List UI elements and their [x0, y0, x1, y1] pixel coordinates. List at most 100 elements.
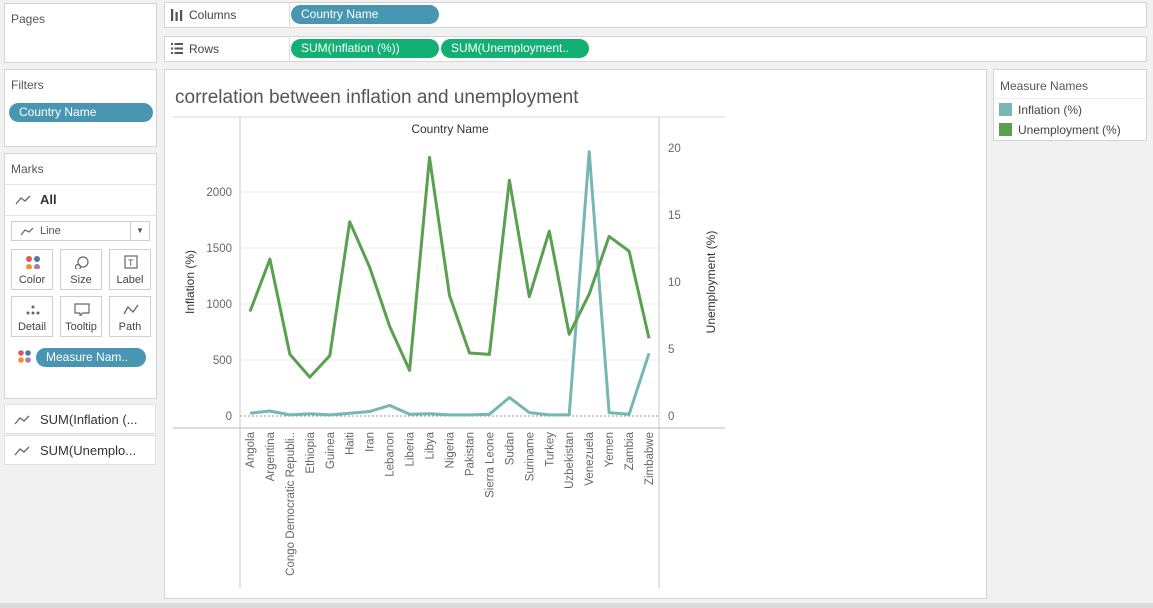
x-category-label: Ethiopia [305, 431, 317, 473]
mark-type-dropdown[interactable]: Line ▼ [11, 221, 150, 241]
filters-shelf-title: Filters [11, 78, 44, 92]
x-category-label: Turkey [544, 432, 556, 467]
chevron-down-icon: ▼ [130, 222, 149, 240]
marks-card-title: Marks [11, 162, 44, 176]
measure-unemployment-label: SUM(Unemplo... [40, 443, 137, 458]
size-button-label: Size [70, 274, 92, 286]
pages-shelf-title: Pages [11, 12, 46, 26]
detail-icon [26, 305, 40, 315]
label-button[interactable]: T Label [109, 249, 151, 290]
y-left-tick-label: 500 [213, 355, 232, 367]
x-category-label: Pakistan [464, 432, 476, 476]
columns-shelf-label: Columns [189, 8, 237, 22]
y-right-tick-label: 10 [668, 277, 681, 289]
x-category-label: Sudan [504, 432, 516, 465]
chart-view[interactable]: correlation between inflation and unempl… [164, 69, 987, 599]
line-mark-icon [20, 227, 34, 236]
rows-icon [171, 43, 183, 54]
detail-button[interactable]: Detail [11, 296, 53, 337]
rows-shelf[interactable]: Rows SUM(Inflation (%)) SUM(Unemployment… [164, 36, 1147, 62]
series-line-inflation[interactable] [249, 150, 651, 417]
filters-shelf[interactable]: Filters Country Name [4, 69, 157, 147]
x-category-label: Guinea [325, 431, 337, 469]
legend-title: Measure Names [1000, 79, 1089, 93]
y-axis-right-label: Unemployment (%) [704, 231, 718, 334]
legend-swatch-unemployment [999, 123, 1012, 136]
x-category-label: Lebanon [385, 432, 397, 477]
legend-swatch-inflation [999, 103, 1012, 116]
chart-svg[interactable]: correlation between inflation and unempl… [165, 70, 986, 598]
columns-pill-country-name[interactable]: Country Name [291, 5, 439, 24]
marks-all-row[interactable]: All [5, 184, 156, 216]
tooltip-button[interactable]: Tooltip [60, 296, 102, 337]
rows-shelf-label: Rows [189, 42, 220, 56]
size-icon [74, 256, 89, 269]
line-mark-icon [14, 415, 30, 425]
line-mark-icon [15, 195, 31, 205]
path-icon [123, 304, 139, 315]
y-left-tick-label: 0 [226, 411, 232, 423]
measure-unemployment-row[interactable]: SUM(Unemplo... [4, 435, 156, 465]
sheet-tabs-bar[interactable] [0, 603, 1153, 608]
path-button-label: Path [118, 321, 142, 333]
x-category-label: Venezuela [584, 431, 596, 485]
x-category-label: Libya [425, 431, 437, 459]
color-pill-measure-names[interactable]: Measure Nam.. [36, 348, 146, 367]
color-icon [26, 256, 40, 269]
shelf-divider [289, 37, 290, 61]
color-icon [18, 350, 31, 363]
x-category-label: Yemen [604, 432, 616, 467]
x-category-label: Iran [365, 432, 377, 452]
marks-card: Marks All Line ▼ Color Size T Label [4, 153, 157, 399]
shelf-divider [289, 3, 290, 27]
x-category-label: Uzbekistan [564, 432, 576, 489]
svg-text:T: T [128, 258, 134, 268]
x-category-label: Congo Democratic Republi.. [285, 432, 297, 576]
size-button[interactable]: Size [60, 249, 102, 290]
y-right-tick-label: 15 [668, 210, 681, 222]
detail-button-label: Detail [17, 321, 47, 333]
y-right-tick-label: 0 [668, 411, 674, 423]
y-left-tick-label: 2000 [206, 187, 232, 199]
tooltip-icon [74, 303, 90, 316]
filter-pill-country-name[interactable]: Country Name [9, 103, 153, 122]
rows-pill-inflation[interactable]: SUM(Inflation (%)) [291, 39, 439, 58]
line-mark-icon [14, 446, 30, 456]
x-category-label: Angola [245, 431, 257, 467]
x-axis-header: Country Name [411, 122, 489, 136]
y-right-tick-label: 5 [668, 344, 674, 356]
rows-pill-unemployment[interactable]: SUM(Unemployment.. [441, 39, 589, 58]
legend-label-unemployment: Unemployment (%) [1018, 123, 1121, 137]
mark-type-label: Line [40, 225, 61, 237]
columns-icon [171, 9, 183, 21]
color-button-label: Color [18, 274, 46, 286]
label-button-label: Label [116, 274, 144, 286]
y-right-tick-label: 20 [668, 143, 681, 155]
path-button[interactable]: Path [109, 296, 151, 337]
y-left-tick-label: 1500 [206, 243, 232, 255]
x-category-label: Liberia [405, 431, 417, 466]
tooltip-button-label: Tooltip [65, 321, 97, 333]
legend-header-line [994, 98, 1146, 99]
label-icon: T [124, 255, 138, 269]
x-category-label: Nigeria [445, 431, 457, 468]
y-axis-left-label: Inflation (%) [183, 250, 197, 314]
legend-item-inflation[interactable]: Inflation (%) [999, 103, 1082, 117]
x-category-label: Zimbabwe [644, 432, 656, 485]
legend-item-unemployment[interactable]: Unemployment (%) [999, 123, 1121, 137]
legend-panel: Measure Names Inflation (%) Unemployment… [993, 69, 1147, 141]
legend-label-inflation: Inflation (%) [1018, 103, 1083, 117]
chart-title: correlation between inflation and unempl… [175, 87, 579, 108]
pages-shelf[interactable]: Pages [4, 3, 157, 63]
columns-shelf[interactable]: Columns Country Name [164, 2, 1147, 28]
measure-inflation-label: SUM(Inflation (... [40, 412, 138, 427]
measure-inflation-row[interactable]: SUM(Inflation (... [4, 404, 156, 434]
x-category-label: Sierra Leone [484, 432, 496, 498]
x-category-label: Suriname [524, 432, 536, 481]
x-category-label: Zambia [624, 431, 636, 470]
x-category-label: Haiti [345, 432, 357, 455]
marks-all-label: All [40, 192, 57, 207]
color-button[interactable]: Color [11, 249, 53, 290]
series-line-unemployment[interactable] [248, 155, 651, 379]
x-category-label: Argentina [265, 431, 277, 481]
